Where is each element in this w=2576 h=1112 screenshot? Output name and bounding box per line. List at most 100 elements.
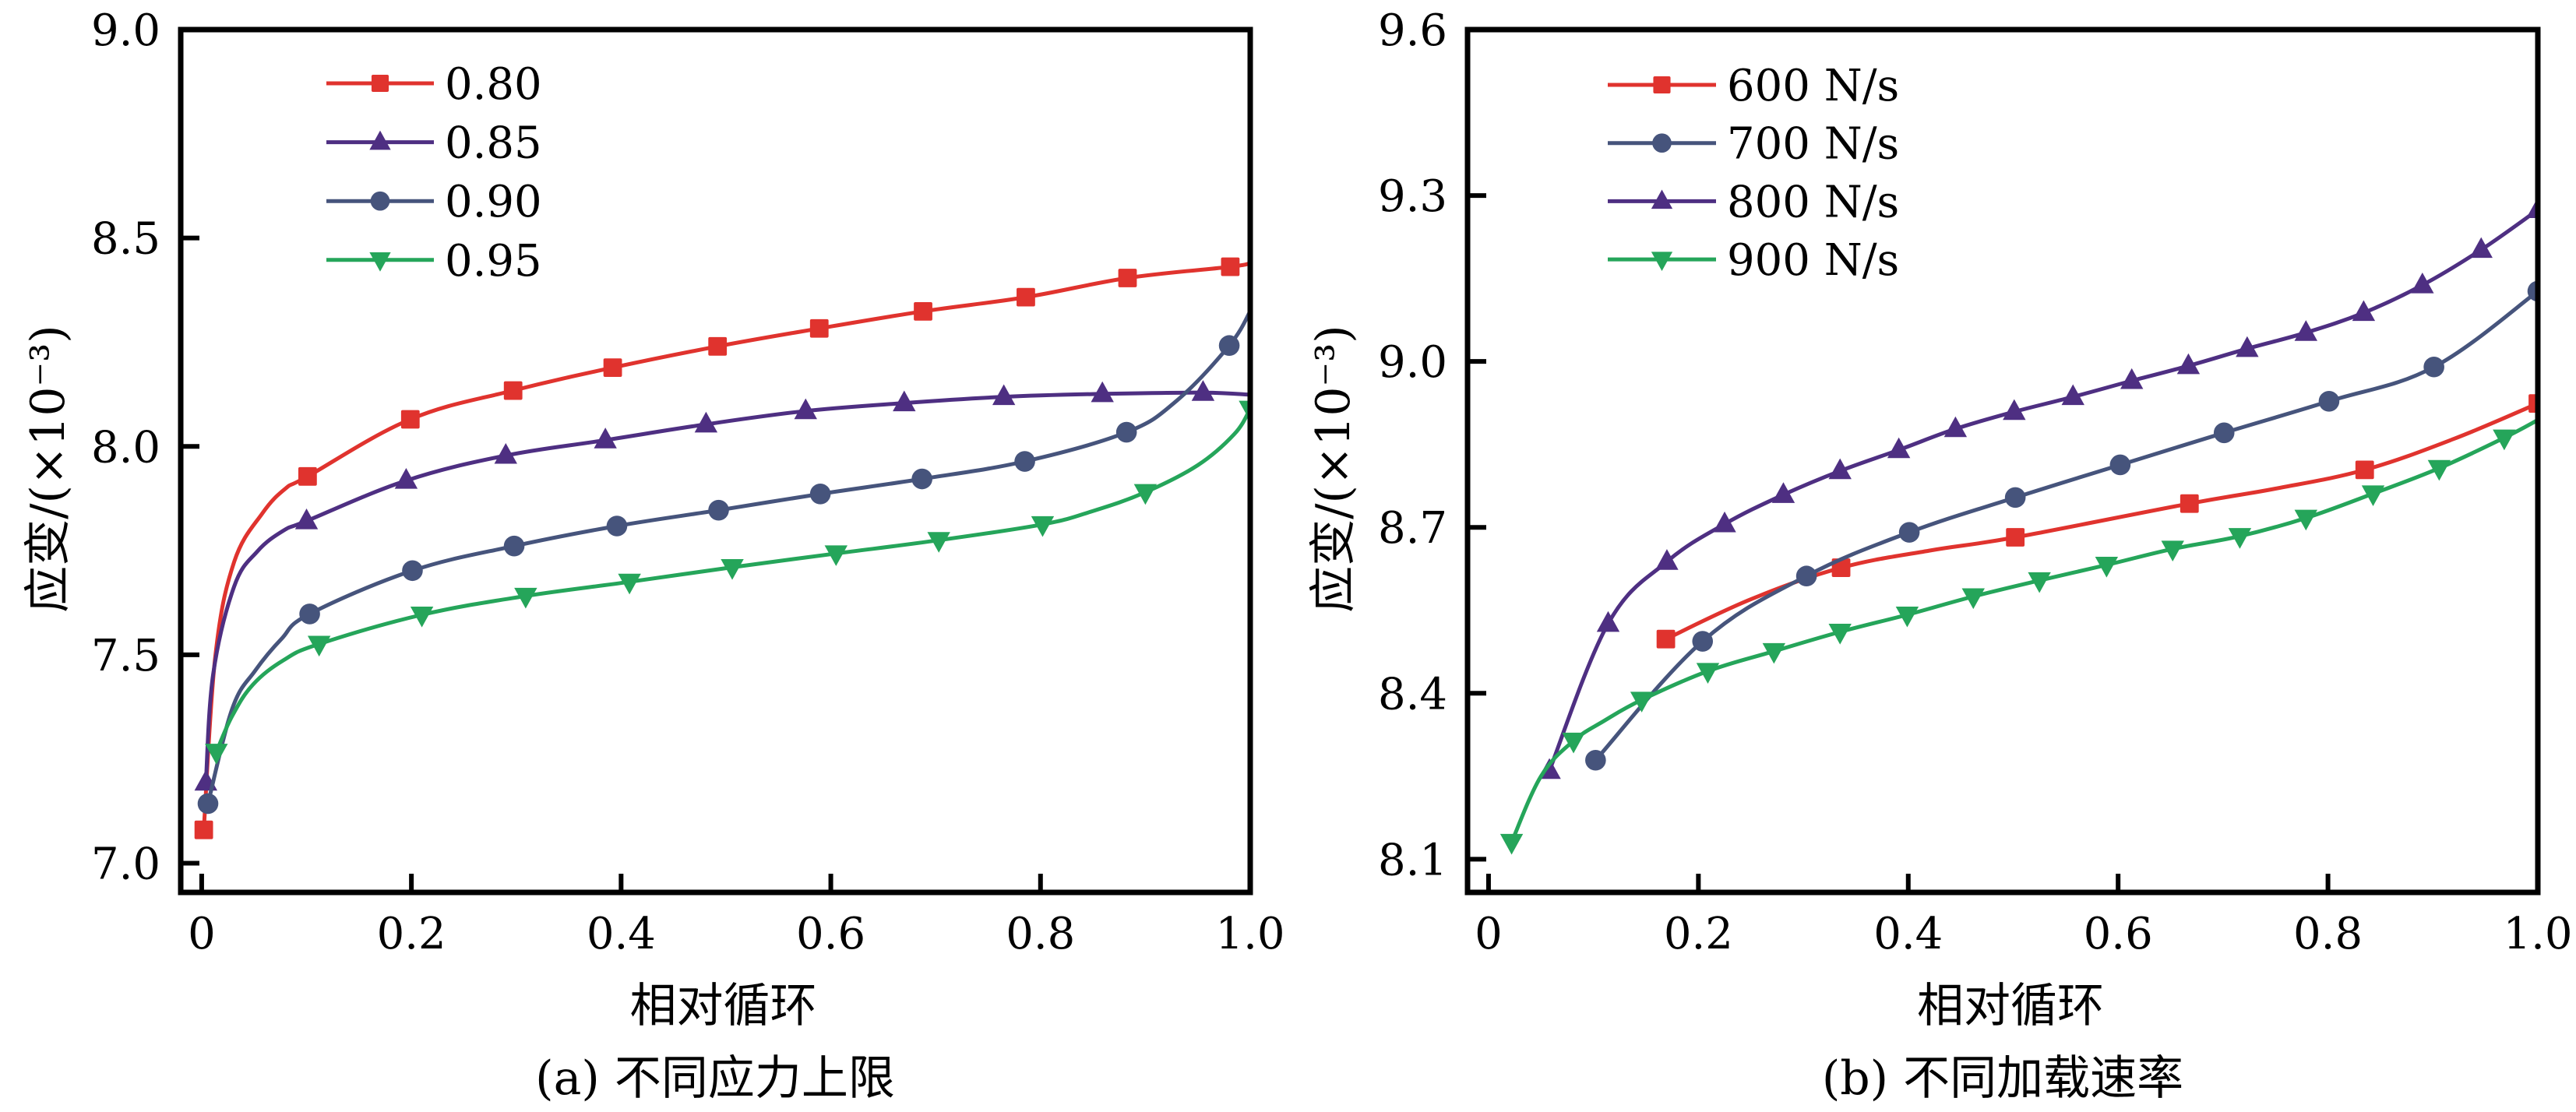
data-point bbox=[694, 411, 718, 433]
x-tick-label: 0.4 bbox=[1873, 909, 1943, 959]
y-tick-label: 9.0 bbox=[1378, 337, 1447, 388]
data-point bbox=[394, 468, 418, 489]
data-point bbox=[2427, 459, 2451, 481]
y-tick-label: 8.7 bbox=[1378, 503, 1447, 554]
data-point bbox=[1795, 565, 1817, 587]
data-point bbox=[893, 390, 916, 412]
x-tick-label: 0.6 bbox=[2084, 909, 2153, 959]
y-tick-label: 8.0 bbox=[91, 422, 160, 473]
data-point bbox=[824, 545, 848, 566]
data-point bbox=[1762, 642, 1786, 664]
data-point bbox=[1887, 437, 1911, 459]
data-point bbox=[2493, 429, 2516, 451]
y-tick-label: 9.0 bbox=[91, 5, 160, 56]
series-600-n-s bbox=[1656, 394, 2538, 649]
legend-label: 0.95 bbox=[445, 236, 542, 287]
data-point bbox=[618, 573, 641, 595]
data-point bbox=[1828, 458, 1852, 480]
series-0-95 bbox=[205, 400, 1250, 765]
data-point bbox=[1961, 588, 1985, 610]
y-tick-label: 8.1 bbox=[1378, 835, 1447, 885]
data-point bbox=[911, 468, 932, 490]
series-0-80 bbox=[194, 257, 1250, 839]
legend-marker-circle-icon bbox=[370, 191, 390, 211]
data-point bbox=[794, 398, 817, 420]
data-point bbox=[1562, 732, 1585, 754]
data-point bbox=[2228, 528, 2252, 549]
data-point bbox=[1895, 606, 1919, 628]
data-point bbox=[1771, 482, 1795, 503]
data-point bbox=[708, 336, 728, 356]
data-point bbox=[1499, 833, 1524, 855]
y-tick-label: 9.6 bbox=[1378, 5, 1447, 56]
legend-label: 700 N/s bbox=[1727, 119, 1899, 170]
data-point bbox=[708, 499, 729, 521]
series-800-n-s bbox=[1538, 197, 2538, 779]
data-point bbox=[2003, 399, 2026, 421]
x-tick-label: 0.6 bbox=[796, 909, 865, 959]
data-point bbox=[2294, 509, 2317, 531]
data-point bbox=[809, 318, 829, 338]
x-axis-title: 相对循环 bbox=[630, 979, 817, 1033]
y-tick-label: 7.0 bbox=[91, 839, 160, 890]
data-point bbox=[992, 384, 1016, 406]
data-point bbox=[606, 516, 628, 537]
x-tick-label: 0 bbox=[188, 909, 216, 959]
data-point bbox=[1828, 623, 1852, 645]
data-point bbox=[2318, 390, 2340, 412]
data-point bbox=[197, 793, 219, 815]
y-tick-label: 8.4 bbox=[1378, 669, 1447, 720]
data-point bbox=[721, 558, 744, 580]
data-point bbox=[1031, 516, 1055, 537]
legend-marker-triangle-down-icon bbox=[369, 252, 391, 272]
data-point bbox=[594, 428, 617, 449]
data-point bbox=[2411, 273, 2434, 294]
series-line bbox=[214, 406, 1250, 755]
data-point bbox=[2061, 384, 2084, 406]
data-point bbox=[503, 381, 523, 400]
data-point bbox=[2120, 368, 2144, 389]
y-tick-label: 9.3 bbox=[1378, 171, 1447, 222]
data-point bbox=[1118, 269, 1137, 287]
data-point bbox=[1115, 421, 1137, 443]
data-point bbox=[1239, 400, 1250, 422]
data-point bbox=[2352, 300, 2376, 322]
data-point bbox=[809, 483, 831, 505]
x-tick-label: 0.2 bbox=[1664, 909, 1733, 959]
x-tick-label: 1.0 bbox=[1215, 909, 1284, 959]
y-tick-label: 7.5 bbox=[91, 631, 160, 681]
legend-item: 0.80 bbox=[326, 59, 542, 110]
data-point bbox=[1692, 631, 1714, 652]
panel-b: 0 0.2 0.4 0.6 0.8 1.0 8.1 8.4 8.7 9.0 9.3 9.6 600 N… bbox=[1306, 5, 2573, 1106]
y-axis-title: 应变/(×10⁻³) bbox=[21, 325, 76, 612]
data-point bbox=[1091, 381, 1114, 403]
series-line bbox=[1547, 208, 2538, 773]
legend-marker-circle-icon bbox=[1652, 133, 1672, 153]
x-tick-label: 0 bbox=[1475, 909, 1503, 959]
series-layer bbox=[1499, 197, 2538, 855]
legend-label: 0.85 bbox=[445, 118, 542, 169]
series-700-n-s bbox=[1585, 280, 2538, 771]
data-point bbox=[1630, 691, 1654, 713]
data-point bbox=[307, 635, 331, 657]
series-0-90 bbox=[197, 309, 1250, 815]
data-point bbox=[2161, 540, 2184, 562]
data-point bbox=[2109, 454, 2131, 476]
x-tick-label: 0.8 bbox=[2293, 909, 2363, 959]
data-point bbox=[1655, 549, 1679, 570]
x-axis-title: 相对循环 bbox=[1917, 979, 2104, 1033]
data-point bbox=[2526, 197, 2538, 219]
data-point bbox=[514, 587, 537, 609]
x-tick-label: 0.2 bbox=[377, 909, 446, 959]
legend-item: 700 N/s bbox=[1608, 119, 1899, 170]
data-point bbox=[1713, 511, 1736, 533]
data-point bbox=[2095, 557, 2119, 578]
data-point bbox=[205, 744, 228, 765]
data-point bbox=[2180, 494, 2199, 513]
panel-caption: (a) 不同应力上限 bbox=[535, 1051, 895, 1106]
series-900-n-s bbox=[1499, 417, 2538, 855]
data-point bbox=[1943, 416, 1968, 438]
axis-ticks: 0 0.2 0.4 0.6 0.8 1.0 8.1 8.4 8.7 9.0 9.3 9.6 bbox=[1378, 5, 2573, 959]
data-point bbox=[1014, 451, 1035, 472]
series-0-85 bbox=[194, 380, 1250, 791]
